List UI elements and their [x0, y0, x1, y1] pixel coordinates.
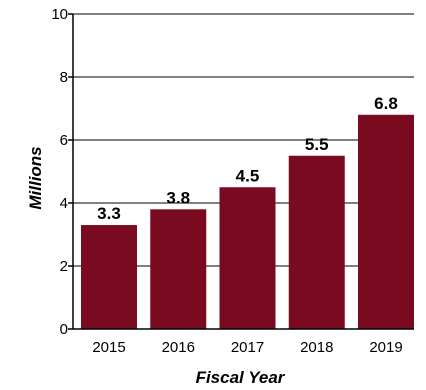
bar-2015	[81, 225, 137, 329]
x-tick-label: 2015	[92, 339, 125, 356]
bar-2017	[219, 187, 276, 329]
x-tick-label: 2019	[369, 339, 402, 356]
y-tick-label: 0	[60, 321, 68, 338]
x-tick-label: 2016	[162, 339, 195, 356]
data-label-2018: 5.5	[305, 135, 329, 154]
data-labels: 3.3 3.8 4.5 5.5 6.8	[97, 94, 398, 223]
y-tick-label: 4	[60, 195, 68, 212]
x-tick-labels: 2015 2016 2017 2018 2019	[92, 339, 402, 356]
y-axis-title: Millions	[26, 146, 45, 209]
data-label-2016: 3.8	[166, 188, 190, 207]
y-tick-label: 6	[60, 132, 68, 149]
y-tick-label: 2	[60, 258, 68, 275]
bar-2016	[150, 209, 207, 329]
bars	[81, 114, 414, 329]
data-label-2017: 4.5	[236, 166, 260, 185]
y-tick-label: 8	[60, 69, 68, 86]
x-axis-title: Fiscal Year	[196, 368, 286, 387]
y-tick-labels: 0 2 4 6 8 10	[51, 6, 68, 338]
bar-2019	[358, 114, 414, 329]
data-label-2015: 3.3	[97, 204, 121, 223]
y-tick-label: 10	[51, 6, 68, 23]
data-label-2019: 6.8	[374, 94, 398, 113]
x-tick-label: 2018	[300, 339, 333, 356]
bar-2018	[288, 155, 345, 329]
x-tick-label: 2017	[231, 339, 264, 356]
